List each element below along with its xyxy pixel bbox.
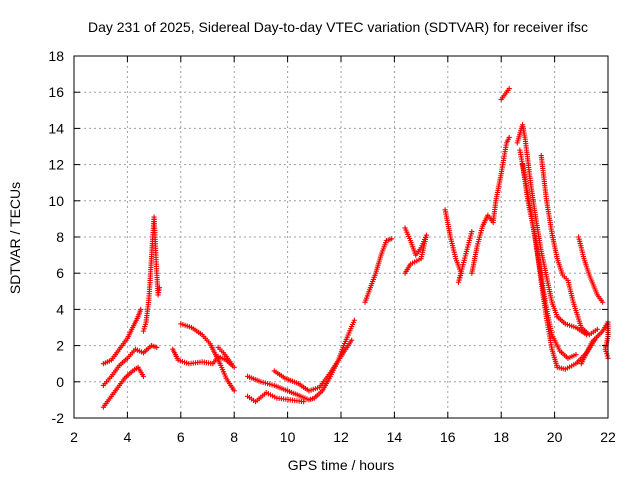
series-track-s xyxy=(538,152,600,338)
x-tick-label: 2 xyxy=(70,429,78,445)
x-tick-label: 12 xyxy=(333,429,349,445)
y-tick-label: 10 xyxy=(48,193,64,209)
x-tick-label: 10 xyxy=(280,429,296,445)
data-point-marker xyxy=(506,134,512,141)
data-point-marker xyxy=(156,285,163,291)
y-tick-label: 4 xyxy=(56,301,64,317)
series-track-k xyxy=(362,236,395,305)
series-track-j xyxy=(271,337,355,394)
y-tick-label: 0 xyxy=(56,374,64,390)
x-tick-label: 8 xyxy=(230,429,238,445)
data-point-marker xyxy=(301,399,307,405)
y-tick-label: -2 xyxy=(52,410,65,426)
y-tick-label: 6 xyxy=(56,265,64,281)
y-tick-label: 14 xyxy=(48,120,64,136)
x-tick-label: 22 xyxy=(600,429,616,445)
data-point-marker xyxy=(351,317,357,323)
data-point-marker xyxy=(228,361,235,367)
y-tick-label: 12 xyxy=(48,157,64,173)
series-track-i xyxy=(244,390,307,405)
x-tick-label: 14 xyxy=(387,429,403,445)
y-axis-label: SDTVAR / TECUs xyxy=(7,182,23,294)
data-point-marker xyxy=(138,306,144,312)
series-track-n xyxy=(469,134,512,276)
data-point-marker xyxy=(231,364,237,370)
series-track-b xyxy=(100,343,160,389)
series-track-e xyxy=(170,346,237,370)
series-track-l xyxy=(402,225,430,276)
series-track-f xyxy=(178,321,237,394)
series-track-o xyxy=(498,85,512,103)
data-point-marker xyxy=(389,236,395,242)
data-point-marker xyxy=(349,337,355,343)
data-point-marker xyxy=(469,228,475,235)
data-point-marker xyxy=(140,373,147,379)
data-point-marker xyxy=(506,85,512,92)
series-track-h xyxy=(244,317,357,403)
data-point-marker xyxy=(154,344,160,351)
data-point-marker xyxy=(231,388,237,394)
x-tick-label: 16 xyxy=(440,429,456,445)
series-track-t xyxy=(576,234,606,305)
data-point-marker xyxy=(402,270,408,276)
y-tick-label: 18 xyxy=(48,48,64,64)
x-tick-label: 6 xyxy=(177,429,185,445)
data-point-marker xyxy=(594,326,600,332)
chart-title: Day 231 of 2025, Sidereal Day-to-day VTE… xyxy=(88,19,588,35)
series-track-d xyxy=(140,214,163,334)
data-points xyxy=(100,85,611,410)
x-tick-label: 18 xyxy=(493,429,509,445)
x-tick-label: 4 xyxy=(124,429,132,445)
series-track-m xyxy=(442,207,475,285)
series-track-a xyxy=(100,364,147,410)
series-track-u xyxy=(578,319,611,367)
x-tick-label: 20 xyxy=(547,429,563,445)
data-point-marker xyxy=(600,299,606,305)
x-axis-label: GPS time / hours xyxy=(288,457,395,473)
y-tick-label: 16 xyxy=(48,84,64,100)
series-track-c xyxy=(100,306,144,367)
y-tick-label: 8 xyxy=(56,229,64,245)
series-track-g xyxy=(215,344,235,367)
series-track-r xyxy=(519,162,598,372)
grid-lines xyxy=(74,56,608,418)
y-tick-label: 2 xyxy=(56,338,64,354)
axis-ticks: 2 4 6 8 10 12 14 16 18 20 22 -2 0 2 4 6 8 10 12 14 16 18 xyxy=(48,48,616,445)
data-point-marker xyxy=(573,352,579,358)
